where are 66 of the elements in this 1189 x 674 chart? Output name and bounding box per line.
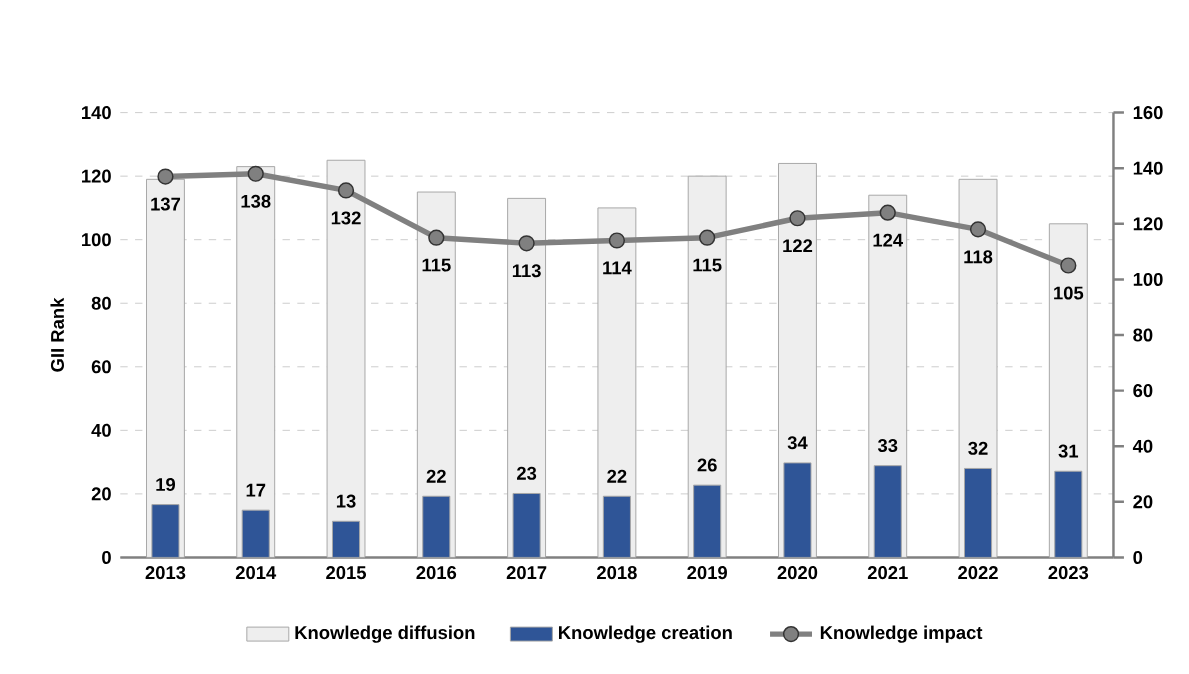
point	[157, 168, 174, 185]
x-tick-label: 2022	[958, 565, 998, 580]
point	[1060, 257, 1077, 274]
data-label: 105	[1054, 286, 1084, 300]
x-tick-label: 2018	[597, 565, 637, 580]
point	[428, 229, 445, 246]
legend-label: Knowledge diffusion	[295, 625, 475, 643]
data-label: 114	[603, 261, 632, 275]
data-label: 122	[783, 239, 813, 252]
y2-tick-label: 60	[1133, 383, 1153, 398]
y-tick-label: 120	[82, 169, 111, 183]
y-tick-label: 80	[91, 296, 111, 310]
y-tick-label: 0	[102, 550, 111, 564]
y2-tick-label: 0	[1133, 550, 1143, 564]
y-tick-label: 60	[91, 360, 111, 374]
point	[879, 204, 896, 221]
x-tick-label: 2013	[145, 565, 186, 580]
data-label: 19	[156, 477, 176, 491]
data-label: 31	[1058, 444, 1079, 458]
point	[608, 232, 625, 249]
y-tick-label: 140	[82, 105, 111, 120]
data-label: 32	[968, 441, 988, 455]
point	[518, 235, 535, 252]
legend-label: Knowledge impact	[820, 625, 983, 643]
data-label: 17	[246, 483, 266, 497]
data-label: 124	[873, 233, 904, 247]
y2-tick-label: 120	[1133, 217, 1163, 231]
y-tick-label: 20	[91, 487, 111, 501]
data-label: 22	[426, 469, 446, 483]
data-label: 13	[336, 494, 356, 508]
x-tick-label: 2019	[687, 565, 727, 580]
y2-tick-label: 100	[1133, 272, 1163, 286]
y-axis-title: GII Rank	[50, 297, 64, 372]
x-tick-label: 2020	[777, 565, 818, 580]
data-label: 113	[512, 264, 541, 278]
y-tick-label: 40	[91, 423, 111, 437]
data-label: 138	[241, 194, 271, 208]
y2-tick-label: 160	[1133, 105, 1163, 120]
x-tick-label: 2014	[235, 565, 277, 580]
x-tick-label: 2021	[867, 565, 908, 580]
data-label: 115	[693, 258, 722, 272]
y-tick-label: 100	[82, 233, 111, 247]
y2-tick-label: 40	[1132, 439, 1153, 453]
data-label: 34	[787, 436, 808, 450]
x-tick-label: 2017	[506, 565, 547, 580]
x-tick-label: 2016	[416, 565, 457, 580]
data-label: 23	[517, 466, 537, 480]
y2-tick-label: 80	[1133, 328, 1153, 342]
x-tick-label: 2015	[326, 565, 367, 580]
point	[969, 221, 987, 238]
point	[337, 182, 355, 199]
point	[699, 229, 716, 246]
y2-tick-label: 140	[1133, 161, 1163, 175]
x-tick-label: 2023	[1048, 565, 1089, 580]
data-label: 26	[697, 458, 717, 472]
data-label: 118	[964, 250, 993, 264]
data-label: 33	[877, 438, 898, 452]
y2-tick-label: 20	[1133, 495, 1153, 509]
data-label: 132	[331, 211, 361, 225]
point	[247, 165, 264, 182]
data-label: 22	[607, 469, 627, 483]
bar	[326, 159, 366, 558]
data-label: 137	[151, 197, 181, 211]
data-label: 115	[422, 258, 451, 272]
point	[789, 210, 806, 227]
legend-label: Knowledge creation	[558, 625, 732, 643]
